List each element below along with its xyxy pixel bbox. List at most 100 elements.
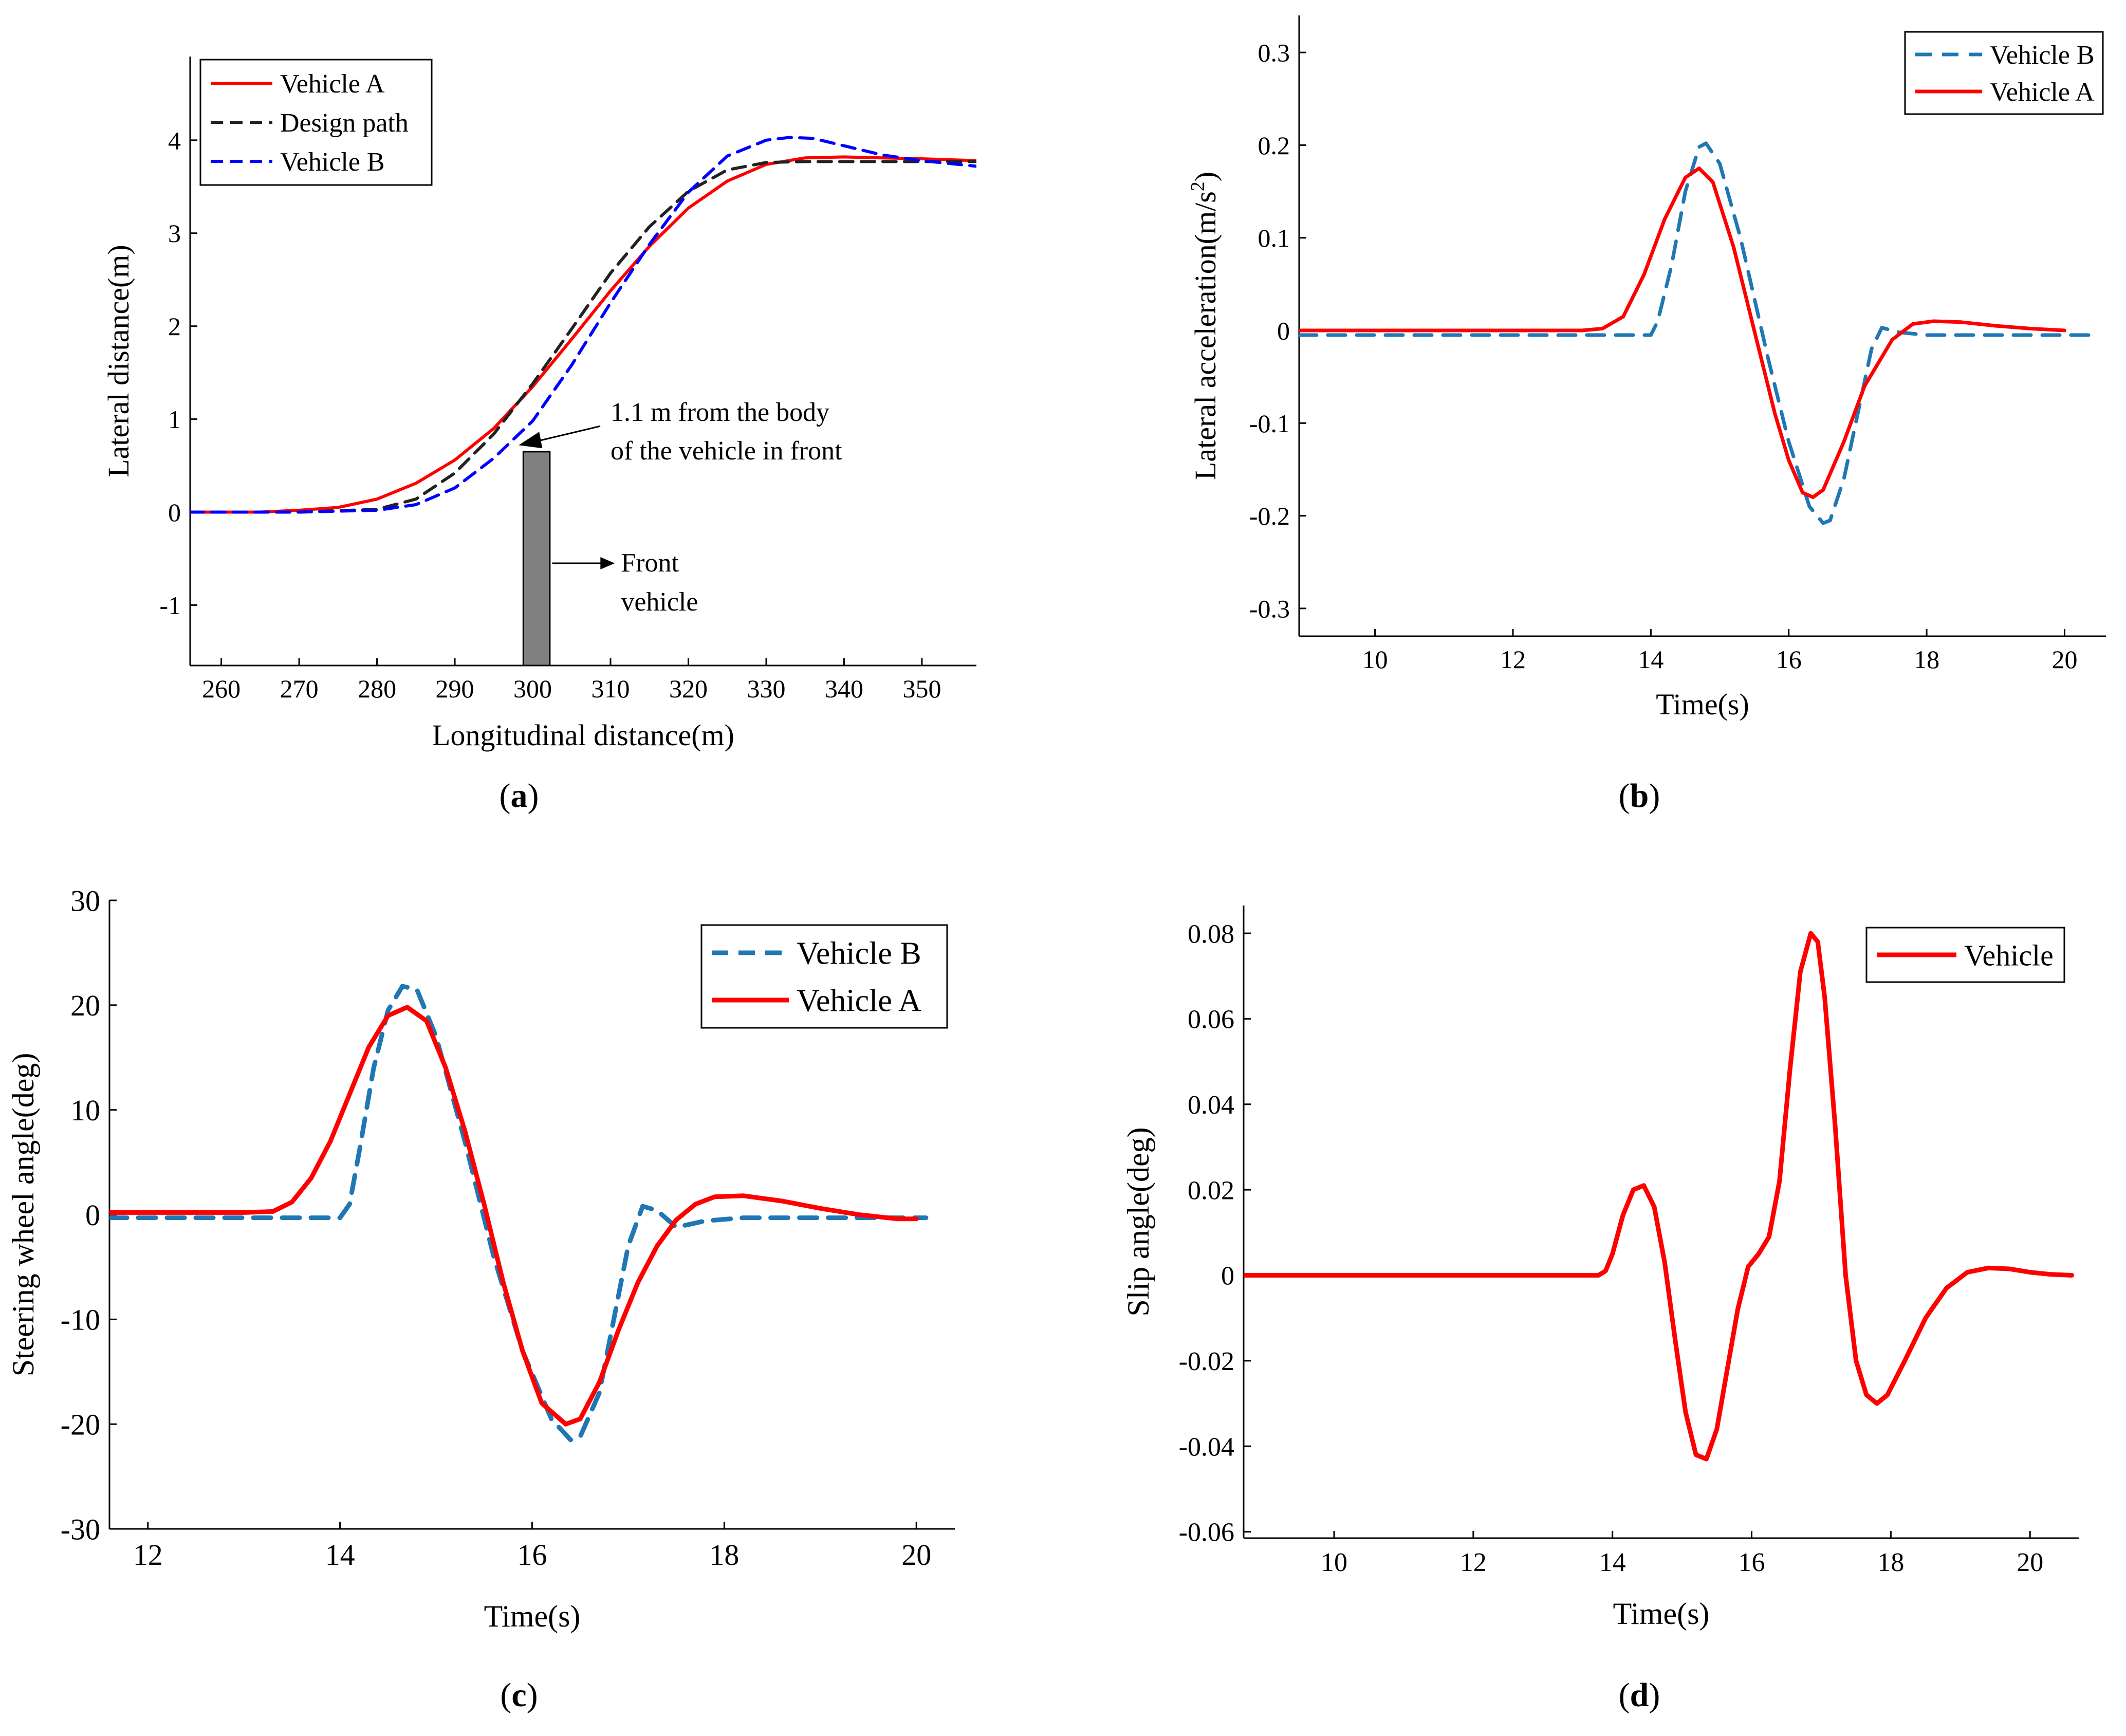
- y-tick-label: -0.2: [1249, 502, 1290, 530]
- x-tick-label: 340: [825, 674, 863, 703]
- panel-caption-letter: d: [1630, 1676, 1649, 1714]
- series-line-vehicle: [1244, 931, 2074, 1462]
- legend-box: [700, 924, 948, 1029]
- x-tick-label: 16: [1739, 1548, 1765, 1577]
- legend-label: Vehicle: [1964, 938, 2054, 972]
- y-tick-label: -0.3: [1249, 594, 1290, 623]
- panel-caption: (b): [1619, 777, 1660, 815]
- x-tick-label: 350: [902, 674, 941, 703]
- y-axis-label: Lateral distance(m): [102, 245, 135, 477]
- x-tick-label: 20: [2017, 1548, 2043, 1577]
- y-tick-label: -10: [61, 1303, 100, 1337]
- x-tick-label: 12: [1500, 645, 1526, 674]
- x-tick-label: 14: [325, 1538, 355, 1572]
- legend: Vehicle A Design path Vehicle B: [199, 59, 433, 186]
- y-tick-label: 1: [168, 405, 181, 434]
- y-tick-label: 4: [168, 126, 181, 155]
- annotation-text: Front: [621, 548, 679, 578]
- legend-label: Vehicle B: [1990, 41, 2095, 70]
- y-tick-label: -0.04: [1179, 1432, 1234, 1462]
- legend-label: Vehicle A: [280, 69, 385, 99]
- y-tick-label: -30: [61, 1512, 100, 1546]
- x-tick-label: 14: [1638, 645, 1663, 674]
- panel-caption: (c): [500, 1676, 538, 1714]
- x-tick-label: 290: [436, 674, 474, 703]
- series-line-vehicle-b: [1299, 141, 2101, 525]
- y-tick-label: 10: [70, 1094, 100, 1127]
- x-tick-label: 12: [133, 1538, 163, 1572]
- y-tick-label: 0: [168, 498, 181, 527]
- legend-label: Vehicle A: [1990, 78, 2095, 107]
- x-tick-label: 270: [280, 674, 319, 703]
- x-tick-label: 16: [1776, 645, 1802, 674]
- y-tick-label: 3: [168, 219, 181, 248]
- panel-caption: (a): [500, 777, 539, 815]
- x-tick-label: 16: [517, 1538, 547, 1572]
- x-tick-label: 330: [747, 674, 785, 703]
- legend: Vehicle B Vehicle A: [1904, 31, 2104, 115]
- y-axis-label: Lateral acceleration(m/s2): [1187, 172, 1222, 480]
- x-tick-label: 20: [2051, 645, 2077, 674]
- y-tick-label: 0: [1221, 1262, 1234, 1291]
- legend-label: Vehicle B: [280, 147, 385, 177]
- x-tick-label: 18: [709, 1538, 739, 1572]
- panel-caption-letter: c: [511, 1676, 526, 1714]
- x-tick-label: 310: [591, 674, 630, 703]
- y-tick-label: 2: [168, 312, 181, 341]
- panel-caption-letter: b: [1630, 777, 1649, 815]
- y-axis-label: Steering wheel angle(deg): [6, 1053, 40, 1377]
- annotation-arrow: [528, 425, 601, 444]
- y-tick-label: 0.3: [1258, 39, 1290, 67]
- y-tick-label: 0.02: [1188, 1176, 1234, 1205]
- x-tick-label: 14: [1599, 1548, 1626, 1577]
- x-tick-label: 300: [513, 674, 552, 703]
- legend-label: Design path: [280, 108, 409, 138]
- y-axis-label: Slip angle(deg): [1121, 1127, 1155, 1316]
- x-tick-label: 260: [202, 674, 241, 703]
- x-tick-label: 18: [1877, 1548, 1904, 1577]
- x-tick-label: 18: [1914, 645, 1939, 674]
- y-tick-label: -0.02: [1179, 1347, 1234, 1376]
- y-tick-label: 20: [70, 989, 100, 1022]
- y-axis-label-sup: 2: [1187, 181, 1209, 191]
- x-axis-label: Time(s): [1613, 1597, 1710, 1631]
- annotation-text: 1.1 m from the body: [611, 398, 829, 427]
- x-tick-label: 320: [669, 674, 708, 703]
- series-line-design-path: [190, 160, 976, 514]
- annotation-text: of the vehicle in front: [611, 436, 842, 466]
- y-tick-label: -0.1: [1249, 409, 1290, 438]
- y-tick-label: 0.06: [1188, 1005, 1234, 1035]
- panel-caption: (d): [1619, 1676, 1660, 1714]
- chart-panel-a: 260 270 280 290 300 310 320 330 340 350 -1 0 1 2 3 4 1.1…: [102, 57, 976, 815]
- chart-panel-d: 10 12 14 16 18 20 -0.06 -0.04 -0.02 0 0.02 0.04 0.06…: [1121, 906, 2079, 1714]
- x-axis-label: Time(s): [484, 1599, 581, 1633]
- series-line-vehicle-b: [190, 136, 976, 514]
- series-line-vehicle-a: [190, 155, 976, 514]
- y-tick-label: 0.08: [1188, 919, 1234, 949]
- y-tick-label: 30: [70, 884, 100, 917]
- y-tick-label: -0.06: [1179, 1518, 1234, 1547]
- series-line-vehicle-a: [109, 1005, 919, 1427]
- legend-box: [1904, 31, 2104, 115]
- x-tick-label: 10: [1362, 645, 1388, 674]
- y-tick-label: -1: [159, 591, 181, 620]
- x-tick-label: 20: [901, 1538, 931, 1572]
- arrow-head: [519, 432, 543, 449]
- y-tick-label: 0.1: [1258, 224, 1290, 252]
- chart-panel-b: 10 12 14 16 18 20 -0.3 -0.2 -0.1 0 0.1 0.2 0.3 Vehicl…: [1187, 15, 2106, 815]
- panel-caption-letter: a: [511, 777, 528, 815]
- legend: Vehicle: [1865, 927, 2065, 983]
- annotation-text: vehicle: [621, 587, 698, 617]
- y-axis-label-close: ): [1189, 172, 1222, 181]
- arrow-head: [600, 557, 615, 569]
- legend: Vehicle B Vehicle A: [700, 924, 948, 1029]
- y-tick-label: 0.04: [1188, 1091, 1234, 1120]
- x-axis-label: Time(s): [1656, 688, 1749, 721]
- front-vehicle-block: [522, 451, 551, 667]
- y-tick-label: 0: [85, 1198, 100, 1232]
- x-tick-label: 12: [1460, 1548, 1487, 1577]
- x-axis-label: Longitudinal distance(m): [432, 718, 734, 752]
- legend-label: Vehicle A: [797, 984, 921, 1019]
